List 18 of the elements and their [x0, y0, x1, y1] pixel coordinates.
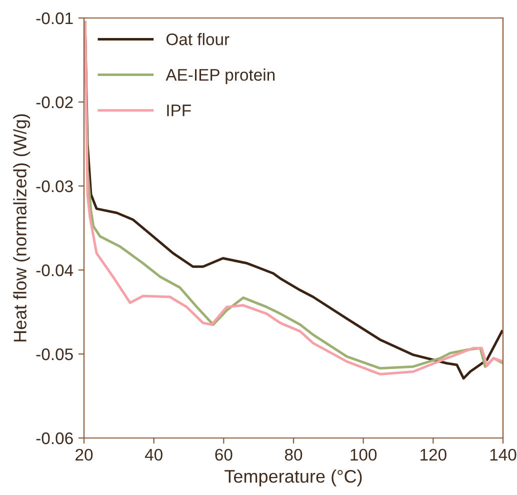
- legend-label: AE-IEP protein: [166, 68, 275, 84]
- x-tick-label: 120: [420, 448, 446, 461]
- x-tick-label: 140: [490, 448, 516, 461]
- y-tick-label: -0.03: [36, 180, 73, 192]
- x-tick-label: 40: [144, 448, 162, 461]
- y-axis-title: Heat flow (normalized) (W/g): [13, 114, 30, 342]
- y-tick-label: -0.04: [36, 264, 74, 276]
- x-tick-label: 80: [284, 448, 302, 461]
- y-tick-label: -0.01: [36, 12, 73, 24]
- y-tick-label: -0.06: [36, 432, 73, 444]
- legend-label: IPF: [167, 104, 191, 116]
- x-tick-label: 20: [76, 448, 93, 461]
- legend-label: Oat flour: [166, 33, 230, 46]
- x-tick-label: 60: [215, 448, 232, 461]
- x-axis-title: Temperature (°C): [224, 470, 362, 486]
- x-tick-label: 100: [350, 448, 377, 461]
- y-tick-label: -0.02: [36, 96, 73, 108]
- y-tick-label: -0.05: [36, 348, 73, 360]
